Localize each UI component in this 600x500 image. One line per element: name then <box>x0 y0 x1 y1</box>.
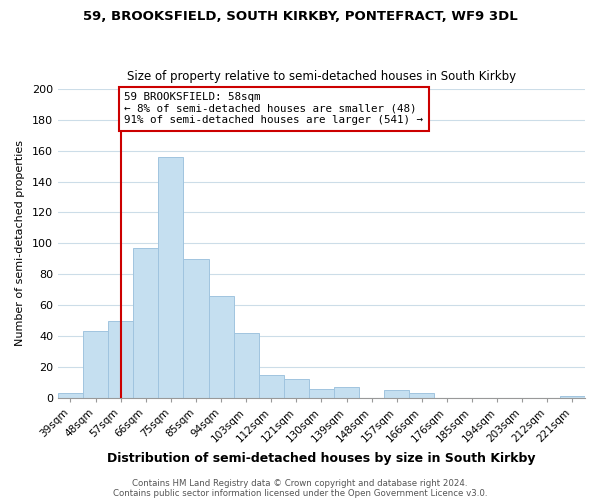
Text: Contains public sector information licensed under the Open Government Licence v3: Contains public sector information licen… <box>113 488 487 498</box>
Text: 59 BROOKSFIELD: 58sqm
← 8% of semi-detached houses are smaller (48)
91% of semi-: 59 BROOKSFIELD: 58sqm ← 8% of semi-detac… <box>124 92 424 125</box>
Bar <box>158 157 184 398</box>
Bar <box>284 379 309 398</box>
Bar <box>83 332 108 398</box>
Bar <box>259 374 284 398</box>
Bar <box>184 259 209 398</box>
Bar <box>133 248 158 398</box>
Y-axis label: Number of semi-detached properties: Number of semi-detached properties <box>15 140 25 346</box>
Text: Contains HM Land Registry data © Crown copyright and database right 2024.: Contains HM Land Registry data © Crown c… <box>132 478 468 488</box>
Bar <box>309 388 334 398</box>
Bar <box>409 393 434 398</box>
Text: 59, BROOKSFIELD, SOUTH KIRKBY, PONTEFRACT, WF9 3DL: 59, BROOKSFIELD, SOUTH KIRKBY, PONTEFRAC… <box>83 10 517 23</box>
Bar <box>108 320 133 398</box>
Bar <box>209 296 233 398</box>
Bar <box>58 393 83 398</box>
X-axis label: Distribution of semi-detached houses by size in South Kirkby: Distribution of semi-detached houses by … <box>107 452 536 465</box>
Bar <box>334 387 359 398</box>
Bar <box>560 396 585 398</box>
Bar <box>233 333 259 398</box>
Title: Size of property relative to semi-detached houses in South Kirkby: Size of property relative to semi-detach… <box>127 70 516 84</box>
Bar <box>384 390 409 398</box>
